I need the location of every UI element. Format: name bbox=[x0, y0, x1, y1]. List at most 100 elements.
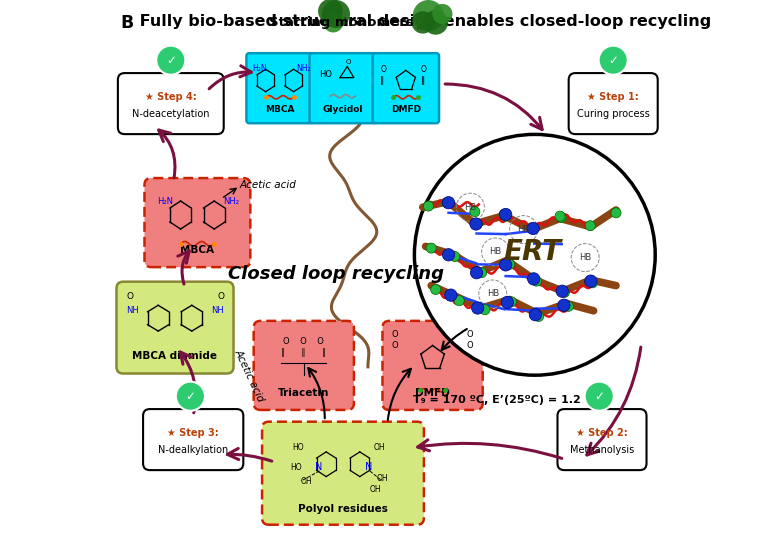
Circle shape bbox=[445, 289, 457, 301]
Circle shape bbox=[555, 211, 565, 221]
Circle shape bbox=[528, 223, 538, 234]
Circle shape bbox=[611, 208, 621, 218]
Text: HB: HB bbox=[489, 248, 502, 256]
Text: HO: HO bbox=[292, 444, 304, 452]
Text: O: O bbox=[392, 340, 398, 350]
Text: Triacetin: Triacetin bbox=[278, 388, 329, 398]
Text: Methanolysis: Methanolysis bbox=[570, 445, 634, 455]
Text: OH: OH bbox=[370, 485, 382, 494]
Text: O: O bbox=[421, 65, 427, 74]
Text: O: O bbox=[466, 340, 474, 350]
Circle shape bbox=[412, 11, 434, 34]
Circle shape bbox=[501, 296, 514, 309]
Circle shape bbox=[499, 208, 512, 221]
Text: NH: NH bbox=[126, 306, 139, 315]
Text: T₉ = 170 ºC, E’(25ºC) = 1.2 GPa: T₉ = 170 ºC, E’(25ºC) = 1.2 GPa bbox=[413, 395, 609, 405]
Text: N-dealkylation: N-dealkylation bbox=[158, 445, 228, 455]
Text: ✓: ✓ bbox=[166, 54, 176, 67]
Circle shape bbox=[318, 0, 343, 24]
Text: MBCA: MBCA bbox=[265, 105, 294, 114]
Circle shape bbox=[480, 305, 490, 315]
Text: ERT: ERT bbox=[503, 238, 561, 266]
Text: OH: OH bbox=[374, 444, 386, 452]
Text: Polyol residues: Polyol residues bbox=[298, 503, 388, 514]
Circle shape bbox=[585, 221, 595, 231]
Text: ★ Step 1:: ★ Step 1: bbox=[587, 92, 639, 102]
Text: ✓: ✓ bbox=[186, 390, 195, 403]
Circle shape bbox=[585, 275, 597, 287]
Circle shape bbox=[442, 198, 452, 208]
Circle shape bbox=[477, 268, 487, 278]
Text: HB: HB bbox=[517, 225, 530, 234]
Text: Acetic acid: Acetic acid bbox=[240, 180, 296, 190]
Text: NH₂: NH₂ bbox=[296, 64, 311, 73]
Text: O: O bbox=[380, 65, 387, 74]
Text: B: B bbox=[121, 14, 133, 32]
Circle shape bbox=[470, 218, 482, 230]
Text: NH: NH bbox=[211, 306, 224, 315]
Text: HB: HB bbox=[464, 203, 477, 212]
Text: N: N bbox=[365, 462, 372, 472]
Text: Acetic acid: Acetic acid bbox=[232, 347, 266, 403]
Text: H₂N: H₂N bbox=[157, 197, 172, 206]
Text: NH₂: NH₂ bbox=[223, 197, 239, 206]
FancyBboxPatch shape bbox=[568, 73, 658, 134]
Circle shape bbox=[430, 284, 441, 295]
Circle shape bbox=[599, 46, 628, 75]
FancyBboxPatch shape bbox=[254, 321, 354, 410]
Text: ‖: ‖ bbox=[421, 76, 425, 85]
Circle shape bbox=[499, 209, 509, 220]
Text: HB: HB bbox=[579, 253, 591, 262]
Text: MBCA diamide: MBCA diamide bbox=[132, 351, 217, 361]
Circle shape bbox=[532, 276, 542, 286]
Text: Glycidol: Glycidol bbox=[322, 105, 363, 114]
FancyBboxPatch shape bbox=[383, 321, 483, 410]
Text: O: O bbox=[392, 329, 398, 339]
FancyBboxPatch shape bbox=[262, 422, 424, 525]
FancyBboxPatch shape bbox=[246, 53, 313, 123]
Circle shape bbox=[156, 46, 185, 75]
Circle shape bbox=[527, 223, 537, 233]
FancyBboxPatch shape bbox=[144, 178, 250, 267]
Circle shape bbox=[412, 0, 444, 31]
Text: N: N bbox=[315, 462, 322, 472]
Text: ✓: ✓ bbox=[594, 390, 604, 403]
Text: Closed loop recycling: Closed loop recycling bbox=[228, 265, 444, 283]
FancyBboxPatch shape bbox=[143, 409, 243, 470]
Circle shape bbox=[423, 201, 434, 211]
Circle shape bbox=[442, 249, 455, 261]
Text: Fully bio-based structural design enables closed-loop recycling: Fully bio-based structural design enable… bbox=[134, 14, 712, 29]
Text: ★ Step 2:: ★ Step 2: bbox=[576, 428, 628, 438]
Circle shape bbox=[426, 243, 436, 253]
Circle shape bbox=[470, 207, 480, 217]
Text: Curing process: Curing process bbox=[577, 109, 650, 119]
Text: ★ Step 3:: ★ Step 3: bbox=[167, 428, 219, 438]
Circle shape bbox=[528, 273, 540, 285]
FancyBboxPatch shape bbox=[118, 73, 223, 134]
Circle shape bbox=[506, 297, 517, 307]
Circle shape bbox=[560, 287, 569, 297]
Text: O: O bbox=[126, 292, 133, 301]
Text: O: O bbox=[466, 329, 474, 339]
Circle shape bbox=[556, 212, 566, 222]
Text: Starting monomers: Starting monomers bbox=[269, 16, 414, 29]
Circle shape bbox=[585, 382, 614, 411]
Circle shape bbox=[471, 302, 484, 314]
Text: DMFD: DMFD bbox=[416, 388, 450, 398]
FancyBboxPatch shape bbox=[557, 409, 647, 470]
Circle shape bbox=[499, 259, 512, 271]
Text: N-deacetylation: N-deacetylation bbox=[132, 109, 209, 119]
Text: O: O bbox=[217, 292, 224, 301]
Circle shape bbox=[176, 382, 205, 411]
Circle shape bbox=[322, 0, 350, 28]
Circle shape bbox=[505, 259, 514, 269]
Text: ★ Step 4:: ★ Step 4: bbox=[145, 92, 197, 102]
Text: HO: HO bbox=[320, 71, 332, 80]
Circle shape bbox=[454, 296, 464, 306]
Text: ✓: ✓ bbox=[608, 54, 618, 67]
Text: ‖       ‖       ‖: ‖ ‖ ‖ bbox=[281, 348, 326, 357]
Text: MBCA: MBCA bbox=[180, 245, 214, 255]
Text: ‖: ‖ bbox=[380, 76, 384, 85]
Circle shape bbox=[534, 311, 544, 321]
FancyBboxPatch shape bbox=[372, 53, 439, 123]
